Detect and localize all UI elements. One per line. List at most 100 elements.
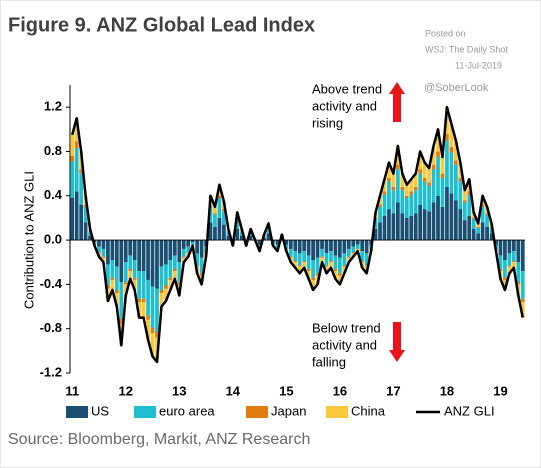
y-tick-label: -0.4 — [40, 276, 63, 291]
bar — [462, 190, 467, 201]
bar — [395, 164, 400, 170]
bar — [409, 191, 414, 195]
bar — [329, 251, 333, 262]
bar — [418, 169, 423, 174]
x-tick-label: 13 — [172, 383, 186, 398]
bar — [123, 262, 128, 283]
legend-label: ANZ GLI — [444, 403, 495, 418]
bar — [306, 268, 311, 272]
bar — [172, 268, 177, 272]
bar — [471, 219, 476, 229]
bar — [320, 256, 324, 258]
bar — [293, 262, 298, 268]
bar — [480, 222, 485, 241]
bar — [346, 240, 351, 249]
bar — [159, 293, 164, 307]
bar — [511, 251, 516, 262]
y-axis-label: Contribution to ANZ GLI — [21, 171, 36, 309]
legend-label: Japan — [271, 403, 306, 418]
bar — [311, 260, 315, 278]
bar — [409, 215, 414, 241]
bar — [471, 229, 476, 241]
bar — [110, 240, 115, 261]
bar — [226, 235, 231, 241]
bar — [507, 266, 512, 274]
bar — [400, 213, 405, 241]
bar — [101, 240, 106, 249]
bar — [106, 285, 110, 289]
bar — [239, 235, 244, 241]
annotation: falling — [312, 354, 346, 369]
bar — [351, 252, 356, 254]
bar — [199, 240, 204, 258]
bar — [449, 147, 454, 153]
bar — [467, 191, 472, 195]
bar — [141, 302, 146, 318]
bar — [114, 240, 119, 267]
bar — [88, 235, 92, 241]
bar — [324, 265, 329, 267]
bar — [114, 293, 119, 307]
bar — [79, 204, 84, 241]
bar — [355, 240, 360, 245]
bar — [302, 261, 307, 263]
bar — [235, 229, 240, 241]
bar — [181, 248, 186, 257]
y-tick-label: 0.0 — [44, 232, 62, 247]
x-tick-label: 14 — [226, 383, 241, 398]
bar — [382, 179, 387, 192]
bar — [146, 315, 150, 320]
bar — [222, 211, 226, 225]
bar — [74, 118, 79, 142]
bar — [83, 204, 88, 207]
bar — [311, 279, 315, 290]
bar — [159, 266, 164, 290]
bar — [186, 240, 191, 247]
bar — [520, 271, 525, 299]
bar — [141, 271, 146, 299]
bar — [445, 186, 449, 241]
bar — [427, 168, 431, 183]
bar — [146, 319, 150, 340]
bar — [302, 251, 307, 262]
bar — [222, 209, 226, 212]
bar — [155, 240, 159, 289]
x-tick-label: 18 — [440, 383, 454, 398]
bar — [395, 169, 400, 203]
bar — [329, 261, 333, 263]
bar — [498, 255, 503, 269]
bar — [436, 151, 440, 157]
bar — [449, 193, 454, 241]
bar — [306, 240, 311, 256]
bar — [387, 162, 391, 179]
bar — [360, 240, 365, 252]
bar — [97, 240, 101, 247]
chart-title: Figure 9. ANZ Global Lead Index — [8, 14, 315, 36]
x-tick-label: 16 — [333, 383, 347, 398]
legend-label: US — [91, 403, 109, 418]
bar — [159, 240, 164, 267]
bar — [511, 240, 516, 252]
bar — [297, 240, 302, 254]
bar — [436, 195, 440, 241]
annotation: Below trend — [312, 320, 381, 335]
watermark: WSJ: The Daily Shot — [425, 44, 508, 54]
bar — [498, 268, 503, 272]
bar — [155, 288, 159, 333]
x-tick-label: 17 — [386, 383, 400, 398]
bar — [458, 178, 463, 182]
bar — [74, 191, 79, 241]
bar — [387, 178, 391, 182]
bar — [186, 246, 191, 253]
bar — [315, 257, 320, 274]
bar — [208, 206, 213, 223]
bar — [132, 277, 137, 280]
bar — [422, 178, 427, 182]
y-tick-label: -1.2 — [40, 364, 62, 379]
bar — [128, 240, 133, 256]
bar — [141, 240, 146, 272]
bar — [400, 186, 405, 191]
bar — [476, 223, 481, 227]
bar — [431, 145, 436, 165]
x-tick-label: 11 — [65, 383, 79, 398]
